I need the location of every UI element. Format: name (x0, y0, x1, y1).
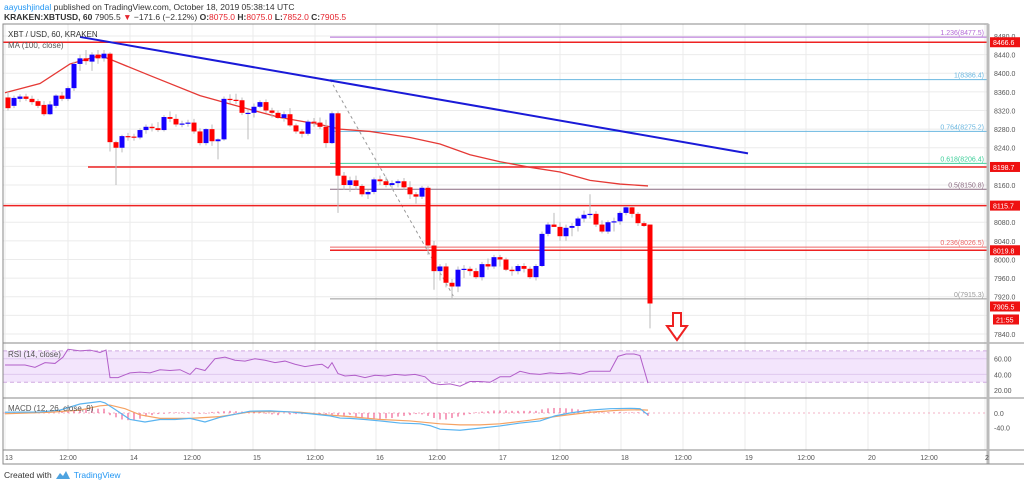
svg-text:60.00: 60.00 (994, 357, 1012, 364)
candlestick-series (5, 49, 653, 329)
svg-text:12:00: 12:00 (59, 455, 77, 462)
footer: Created with TradingView (4, 470, 121, 480)
svg-text:8400.0: 8400.0 (994, 71, 1016, 78)
svg-text:17: 17 (499, 455, 507, 462)
symbol-ohlc-line: KRAKEN:XBTUSD, 60 7905.5 ▼ −171.6 (−2.12… (4, 12, 346, 22)
close-label: C: (311, 12, 321, 22)
last-price: 7905.5 (94, 12, 121, 22)
svg-text:16: 16 (376, 455, 384, 462)
svg-text:7920.0: 7920.0 (994, 295, 1016, 302)
svg-text:8000.0: 8000.0 (994, 257, 1016, 264)
price-axis[interactable]: 8480.08440.08400.08360.08320.08280.08240… (990, 34, 1020, 432)
price-change: −171.6 (−2.12%) (133, 12, 198, 22)
svg-text:12:00: 12:00 (551, 455, 569, 462)
svg-text:8440.0: 8440.0 (994, 53, 1016, 60)
high-value: 8075.0 (246, 12, 273, 22)
svg-text:8080.0: 8080.0 (994, 220, 1016, 227)
svg-text:8280.0: 8280.0 (994, 127, 1016, 134)
author-link[interactable]: aayushjindal (4, 2, 52, 12)
macd-indicator (3, 400, 988, 431)
svg-text:18: 18 (621, 455, 629, 462)
svg-text:0.618(8206.4): 0.618(8206.4) (940, 156, 984, 163)
down-arrow-annotation-icon[interactable] (665, 312, 689, 342)
main-legend[interactable]: XBT / USD, 60, KRAKEN (8, 30, 98, 39)
svg-text:15: 15 (253, 455, 261, 462)
svg-text:8240.0: 8240.0 (994, 146, 1016, 153)
svg-text:1.236(8477.5): 1.236(8477.5) (940, 30, 984, 37)
svg-text:14: 14 (130, 455, 138, 462)
tradingview-logo-icon (55, 471, 70, 479)
rsi-legend[interactable]: RSI (14, close) (8, 350, 61, 359)
rsi-line (5, 348, 649, 387)
svg-text:0.236(8026.5): 0.236(8026.5) (940, 240, 984, 247)
svg-text:8019.8: 8019.8 (993, 248, 1015, 255)
svg-text:-40.0: -40.0 (994, 425, 1010, 432)
svg-text:40.00: 40.00 (994, 372, 1012, 379)
svg-text:0(7915.3): 0(7915.3) (954, 292, 984, 299)
created-with-text: Created with (4, 470, 52, 480)
grid-lines (3, 24, 988, 450)
open-value: 8075.0 (209, 12, 236, 22)
svg-text:13: 13 (5, 455, 13, 462)
svg-text:1(8386.4): 1(8386.4) (954, 73, 984, 80)
svg-text:12:00: 12:00 (797, 455, 815, 462)
symbol-label: KRAKEN:XBTUSD, 60 (4, 12, 93, 22)
tradingview-link[interactable]: TradingView (73, 470, 121, 480)
fibonacci-retracement[interactable]: 1.236(8477.5) 1(8386.4) 0.764(8275.2) 0.618… (329, 30, 988, 300)
svg-text:7960.0: 7960.0 (994, 276, 1016, 283)
time-axis[interactable]: 13 12:00 14 12:00 15 12:00 16 12:00 17 12:00 18 12:… (5, 455, 989, 462)
open-label: O: (199, 12, 210, 22)
svg-text:8115.7: 8115.7 (993, 204, 1014, 211)
svg-text:8320.0: 8320.0 (994, 108, 1016, 115)
svg-text:7840.0: 7840.0 (994, 332, 1016, 339)
svg-text:0.5(8150.8): 0.5(8150.8) (948, 182, 984, 189)
svg-text:21:55: 21:55 (996, 317, 1014, 324)
svg-text:8040.0: 8040.0 (994, 239, 1016, 246)
macd-legend[interactable]: MACD (12, 26, close, 9) (8, 404, 94, 413)
close-value: 7905.5 (320, 12, 347, 22)
horizontal-levels[interactable] (3, 41, 988, 252)
published-text: published on TradingView.com, October 18… (53, 2, 295, 12)
low-value: 7852.0 (282, 12, 309, 22)
high-label: H: (237, 12, 247, 22)
svg-text:20.00: 20.00 (994, 388, 1012, 395)
pane-frames (2, 23, 1024, 465)
svg-text:8160.0: 8160.0 (994, 183, 1016, 190)
publish-info: aayushjindal published on TradingView.co… (4, 2, 294, 12)
svg-text:0.764(8275.2): 0.764(8275.2) (940, 124, 984, 131)
svg-text:8360.0: 8360.0 (994, 90, 1016, 97)
svg-text:8198.7: 8198.7 (993, 165, 1015, 172)
svg-text:8466.6: 8466.6 (993, 40, 1015, 47)
svg-text:2: 2 (985, 455, 989, 462)
low-label: L: (274, 12, 283, 22)
svg-text:7905.5: 7905.5 (993, 304, 1015, 311)
svg-text:12:00: 12:00 (674, 455, 692, 462)
svg-text:20: 20 (868, 455, 876, 462)
svg-text:12:00: 12:00 (920, 455, 938, 462)
svg-text:12:00: 12:00 (183, 455, 201, 462)
svg-text:0.0: 0.0 (994, 411, 1004, 418)
down-arrow-icon: ▼ (123, 12, 132, 22)
rsi-band (3, 350, 988, 383)
svg-text:12:00: 12:00 (428, 455, 446, 462)
svg-text:12:00: 12:00 (306, 455, 324, 462)
trendline[interactable] (79, 35, 749, 155)
svg-text:19: 19 (745, 455, 753, 462)
ma-legend[interactable]: MA (100, close) (8, 41, 64, 50)
